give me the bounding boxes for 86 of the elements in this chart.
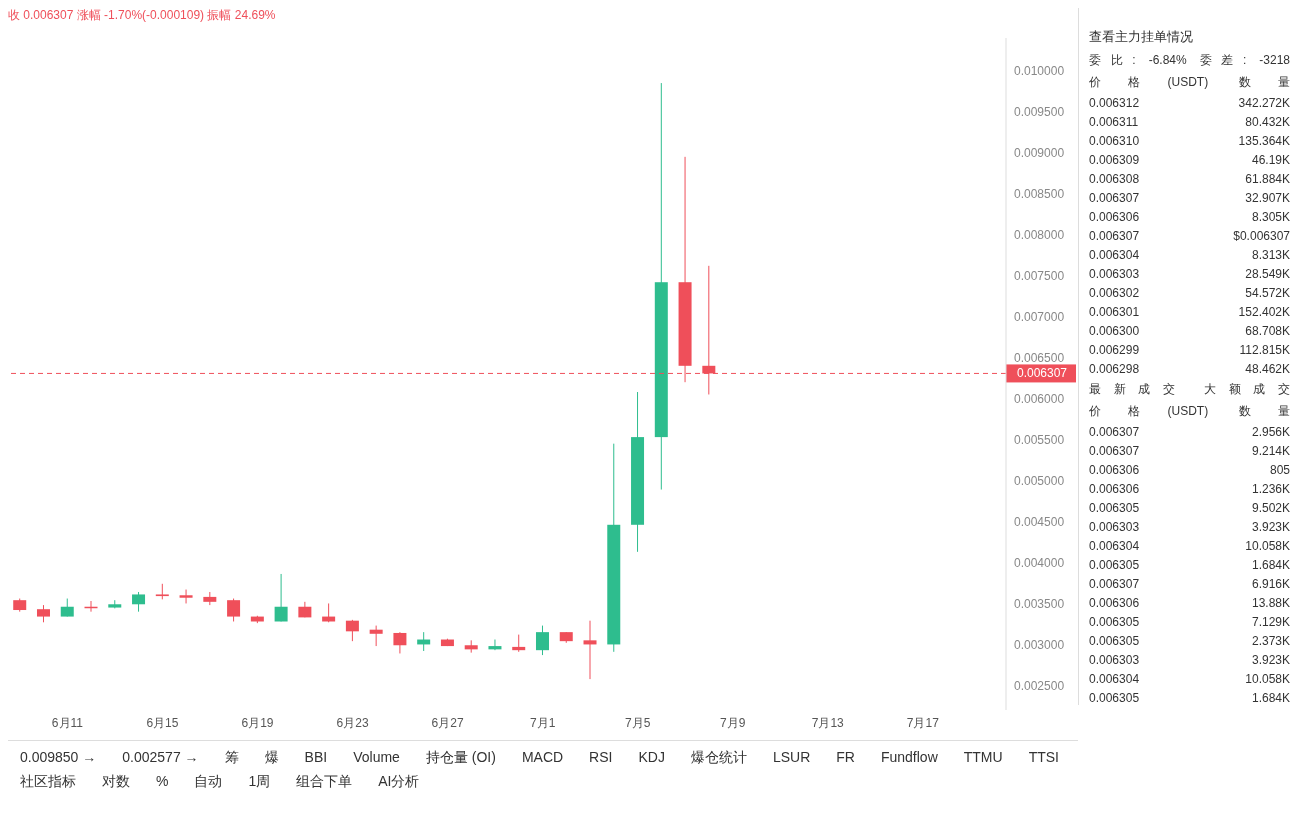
x-tick-label: 7月5	[625, 715, 651, 730]
y-tick-label: 0.003500	[1014, 596, 1065, 611]
text: 0.006306 8.305K	[1089, 210, 1290, 224]
text: 0.006304 10.058K	[1089, 672, 1290, 686]
y-tick-label: 0.002500	[1014, 678, 1065, 693]
y-tick-label: 0.009000	[1014, 145, 1065, 160]
text: 价格(USDT) 数量	[1089, 403, 1290, 420]
text: 委比: -6.84% 委差: -3218	[1089, 52, 1290, 69]
text: 最新成交 大额成交	[1089, 381, 1290, 398]
y-tick-label: 0.007000	[1014, 309, 1065, 324]
y-tick-label: 0.006500	[1014, 350, 1065, 365]
text: 0.006303 3.923K	[1089, 520, 1290, 534]
x-tick-label: 6月11	[51, 715, 84, 730]
text: 社区指标	[20, 773, 76, 791]
text: 0.002577 →	[122, 749, 199, 767]
text: 0.006304 10.058K	[1089, 539, 1290, 553]
text: %	[156, 773, 169, 791]
text: 0.006303 28.549K	[1089, 267, 1290, 281]
text: 0.006305 9.502K	[1089, 501, 1290, 515]
text: 筹	[224, 749, 239, 767]
text: BBI	[304, 749, 328, 767]
x-tick-label: 7月17	[906, 715, 940, 730]
text: TTSI	[1028, 749, 1059, 767]
text: 对数	[102, 773, 130, 791]
text: 0.006306 13.88K	[1089, 596, 1290, 610]
text: 持仓量 (OI)	[425, 749, 496, 767]
text: 0.006307 $0.006307	[1089, 229, 1290, 243]
text: 0.006301 152.402K	[1089, 305, 1290, 319]
text: 0.006303 3.923K	[1089, 653, 1290, 667]
x-tick-label: 6月23	[336, 715, 369, 730]
text: 0.006307 9.214K	[1089, 444, 1290, 458]
text: 0.006305 1.684K	[1089, 558, 1290, 572]
text: 0.006309 46.19K	[1089, 153, 1290, 167]
y-tick-label: 0.008000	[1014, 227, 1065, 242]
text: RSI	[589, 749, 613, 767]
y-tick-label: 0.003000	[1014, 637, 1065, 652]
text: 0.006306 1.236K	[1089, 482, 1290, 496]
text: 0.006307 2.956K	[1089, 425, 1290, 439]
text: 0.006311 80.432K	[1089, 115, 1290, 129]
y-tick-label: 0.006000	[1014, 391, 1065, 406]
text: LSUR	[772, 749, 811, 767]
x-tick-label: 6月19	[241, 715, 274, 730]
text: Volume	[353, 749, 400, 767]
text: 0.006304 8.313K	[1089, 248, 1290, 262]
text: 查看主力挂单情况	[1089, 28, 1194, 46]
chart-subtitle: 收 0.006307 涨幅 -1.70%(-0.000109) 振幅 24.69%	[8, 8, 277, 22]
x-tick-label: 6月27	[431, 715, 464, 730]
text: FR	[836, 749, 855, 767]
text: AI分析	[378, 773, 420, 791]
text: KDJ	[638, 749, 665, 767]
text: 价格(USDT) 数量	[1089, 74, 1290, 91]
text: 0.006306 805	[1089, 463, 1290, 477]
text: 自动	[194, 773, 223, 791]
x-tick-label: 6月15	[146, 715, 179, 730]
text: 0.006302 54.572K	[1089, 286, 1290, 300]
text: 0.006307 32.907K	[1089, 191, 1290, 205]
text: 0.009850 →	[20, 749, 97, 767]
text: 0.006298 48.462K	[1089, 362, 1290, 376]
text: MACD	[521, 749, 564, 767]
y-tick-label: 0.004000	[1014, 555, 1065, 570]
ref-line-label: 0.006307	[1016, 366, 1068, 381]
text: 0.006300 68.708K	[1089, 324, 1290, 338]
x-tick-label: 7月13	[811, 715, 845, 730]
y-tick-label: 0.008500	[1014, 186, 1065, 201]
text: 0.006305 1.684K	[1089, 691, 1290, 705]
text: 0.006312 342.272K	[1089, 96, 1290, 110]
text: 0.006299 112.815K	[1089, 343, 1290, 357]
x-tick-label: 7月9	[720, 715, 746, 730]
text: 0.006308 61.884K	[1089, 172, 1290, 186]
text: 组合下单	[296, 773, 353, 791]
y-tick-label: 0.009500	[1014, 105, 1065, 120]
y-tick-label: 0.005000	[1014, 473, 1065, 488]
text: 0.006305 7.129K	[1089, 615, 1290, 629]
y-tick-label: 0.010000	[1014, 64, 1065, 79]
text: 0.006307 6.916K	[1089, 577, 1290, 591]
text: Fundflow	[880, 749, 938, 767]
text: 爆	[264, 749, 279, 767]
text: 0.006310 135.364K	[1089, 134, 1290, 148]
y-tick-label: 0.004500	[1014, 514, 1065, 529]
text: 爆仓统计	[690, 749, 747, 767]
text: 0.006305 2.373K	[1089, 634, 1290, 648]
text: TTMU	[963, 749, 1003, 767]
y-tick-label: 0.005500	[1014, 432, 1065, 447]
y-tick-label: 0.007500	[1014, 268, 1065, 283]
text: 1周	[248, 773, 271, 791]
x-tick-label: 7月1	[529, 715, 556, 730]
